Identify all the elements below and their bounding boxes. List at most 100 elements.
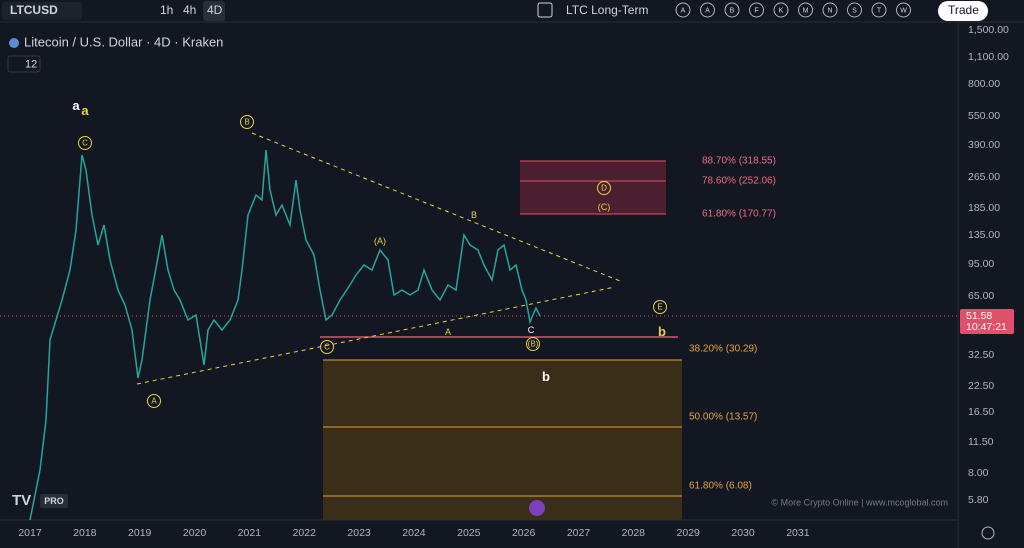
trend-line <box>251 132 621 282</box>
layout-name[interactable]: LTC Long-Term <box>566 3 648 17</box>
year-label: 2023 <box>347 527 371 539</box>
wave-label: a <box>81 103 89 118</box>
alert-icon[interactable] <box>675 2 691 18</box>
indicator-box <box>7 55 41 73</box>
chart-title: Litecoin / U.S. Dollar · 4D · Kraken <box>24 34 223 49</box>
wave-circle <box>653 300 667 314</box>
indicator-count[interactable]: 12 <box>25 58 37 70</box>
wave-label: A <box>151 397 157 406</box>
fib-label: 50.00% (13.57) <box>689 412 757 423</box>
year-label: 2029 <box>677 527 701 539</box>
trend-line <box>136 286 616 385</box>
fib-label: 88.70% (318.55) <box>702 156 776 167</box>
wave-label: C <box>528 325 535 335</box>
logo-badge <box>40 494 68 508</box>
interval[interactable]: 4h <box>183 3 196 17</box>
wave-circle <box>147 394 161 408</box>
wave-circle <box>526 337 540 351</box>
wave-label: b <box>542 369 550 384</box>
alert-letter: T <box>877 7 882 14</box>
wave-label: B <box>471 210 477 220</box>
alert-icon[interactable] <box>871 2 887 18</box>
toolbar <box>0 0 1024 22</box>
alert-letter: K <box>779 7 784 14</box>
logo: TV <box>12 492 31 509</box>
wave-label: b <box>658 324 666 339</box>
price-label: 8.00 <box>968 467 989 479</box>
wave-label: A <box>445 327 451 337</box>
price-label: 5.80 <box>968 494 989 506</box>
price-label: 265.00 <box>968 171 1000 183</box>
price-label: 390.00 <box>968 139 1000 151</box>
alert-icon[interactable] <box>798 2 813 18</box>
year-label: 2022 <box>293 527 317 539</box>
alert-icon[interactable] <box>896 2 911 18</box>
alert-icon[interactable] <box>749 2 764 18</box>
wave-label: D <box>601 184 607 193</box>
symbol[interactable]: LTCUSD <box>10 3 58 17</box>
countdown: 10:47:21 <box>966 321 1007 333</box>
wave-label: B <box>244 118 249 127</box>
wave-circle <box>240 115 254 129</box>
wave-label: (C) <box>598 202 611 212</box>
wave-circle <box>320 340 334 354</box>
year-label: 2018 <box>73 527 97 539</box>
wave-label: C <box>324 343 330 352</box>
year-label: 2021 <box>238 527 262 539</box>
current-price: 51.58 <box>966 310 992 322</box>
price-label: 135.00 <box>968 229 1000 241</box>
year-label: 2025 <box>457 527 481 539</box>
wave-label: a <box>72 98 80 113</box>
year-label: 2019 <box>128 527 152 539</box>
wave-label: (B) <box>528 340 539 349</box>
layout-checkbox <box>537 2 553 18</box>
wave-label: (A) <box>374 236 386 246</box>
year-label: 2028 <box>622 527 646 539</box>
interval[interactable]: 4D <box>207 3 223 17</box>
wave-label: C <box>82 139 88 148</box>
watermark: © More Crypto Online | www.mcoglobal.com <box>771 497 948 507</box>
fib-zone-red <box>520 161 666 214</box>
coin-icon <box>9 38 19 48</box>
alert-letter: F <box>754 7 758 14</box>
year-label: 2027 <box>567 527 591 539</box>
year-label: 2024 <box>402 527 426 539</box>
alert-icon[interactable] <box>847 2 862 18</box>
fib-zone-orange <box>323 360 682 520</box>
alert-icon[interactable] <box>700 2 715 18</box>
settings-button[interactable] <box>981 526 995 540</box>
symbol-box <box>2 2 82 20</box>
interval[interactable]: 1h <box>160 3 173 17</box>
alert-letter: W <box>900 7 907 14</box>
wave-circle <box>597 181 611 195</box>
price-label: 550.00 <box>968 110 1000 122</box>
price-series <box>29 149 541 521</box>
price-label: 1,100.00 <box>968 51 1009 63</box>
year-label: 2031 <box>786 527 810 539</box>
alert-icon[interactable] <box>822 2 838 18</box>
year-label: 2017 <box>18 527 42 539</box>
price-label: 32.50 <box>968 349 994 361</box>
alert-letter: A <box>705 7 710 14</box>
alert-icon[interactable] <box>773 2 789 18</box>
price-label: 65.00 <box>968 290 994 302</box>
year-label: 2026 <box>512 527 536 539</box>
price-label: 800.00 <box>968 78 1000 90</box>
year-label: 2020 <box>183 527 207 539</box>
wave-label: E <box>657 303 662 312</box>
fib-label: 38.20% (30.29) <box>689 344 757 355</box>
logo-badge-text: PRO <box>44 496 64 506</box>
price-label: 11.50 <box>968 436 994 448</box>
trade-label: Trade <box>948 3 979 17</box>
price-label: 16.50 <box>968 406 994 418</box>
trade-button[interactable] <box>938 1 988 21</box>
fib-label: 78.60% (252.06) <box>702 176 776 187</box>
alert-icon[interactable] <box>724 2 740 18</box>
fib-label: 61.80% (170.77) <box>702 209 776 220</box>
event-icon <box>529 500 545 516</box>
price-label: 1,500.00 <box>968 24 1009 36</box>
fib-label: 61.80% (6.08) <box>689 481 752 492</box>
alert-letter: N <box>827 7 832 14</box>
interval-active <box>203 1 225 21</box>
